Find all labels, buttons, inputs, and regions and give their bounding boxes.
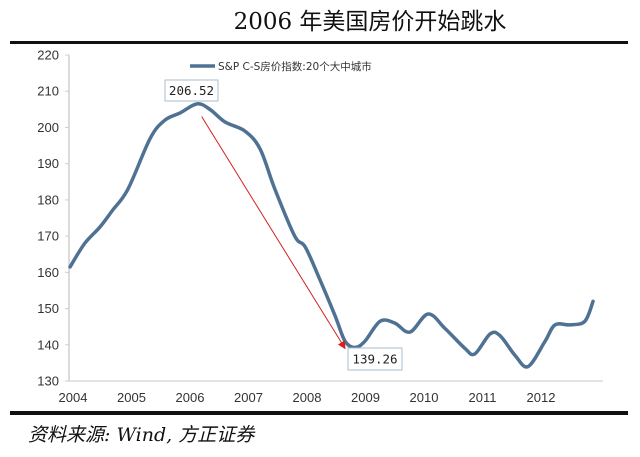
x-tick-label: 2012: [527, 390, 556, 405]
trend-arrow: [201, 116, 346, 350]
y-tick-label: 150: [37, 301, 59, 316]
legend-label: S&P C-S房价指数:20个大中城市: [218, 60, 372, 73]
y-tick-label: 160: [37, 265, 59, 280]
annotation-label: 206.52: [169, 83, 214, 98]
y-tick-label: 180: [37, 192, 59, 207]
x-tick-label: 2011: [469, 390, 497, 405]
y-tick-label: 170: [37, 229, 59, 244]
x-tick-label: 2010: [410, 390, 439, 405]
y-tick-label: 220: [37, 48, 59, 63]
top-rule: [10, 41, 628, 44]
annotation-label: 139.26: [352, 352, 397, 367]
bottom-rule: [10, 411, 628, 415]
chart-title: 2006 年美国房价开始跳水: [233, 9, 507, 35]
x-tick-label: 2008: [293, 390, 322, 405]
x-tick-label: 2004: [59, 390, 88, 405]
annotation-box: [347, 347, 403, 371]
y-tick-label: 140: [37, 337, 59, 352]
annotation-box: [164, 79, 219, 102]
source-note: 资料来源: Wind, 方正证券: [28, 424, 255, 446]
x-tick-label: 2006: [176, 390, 205, 405]
y-tick-label: 210: [37, 84, 59, 99]
x-tick-label: 2009: [351, 390, 380, 405]
y-tick-label: 200: [37, 120, 59, 135]
y-tick-label: 190: [37, 156, 59, 171]
x-tick-label: 2007: [234, 390, 263, 405]
y-tick-label: 130: [37, 374, 59, 389]
x-tick-label: 2005: [117, 390, 146, 405]
legend: S&P C-S房价指数:20个大中城市: [190, 60, 372, 73]
